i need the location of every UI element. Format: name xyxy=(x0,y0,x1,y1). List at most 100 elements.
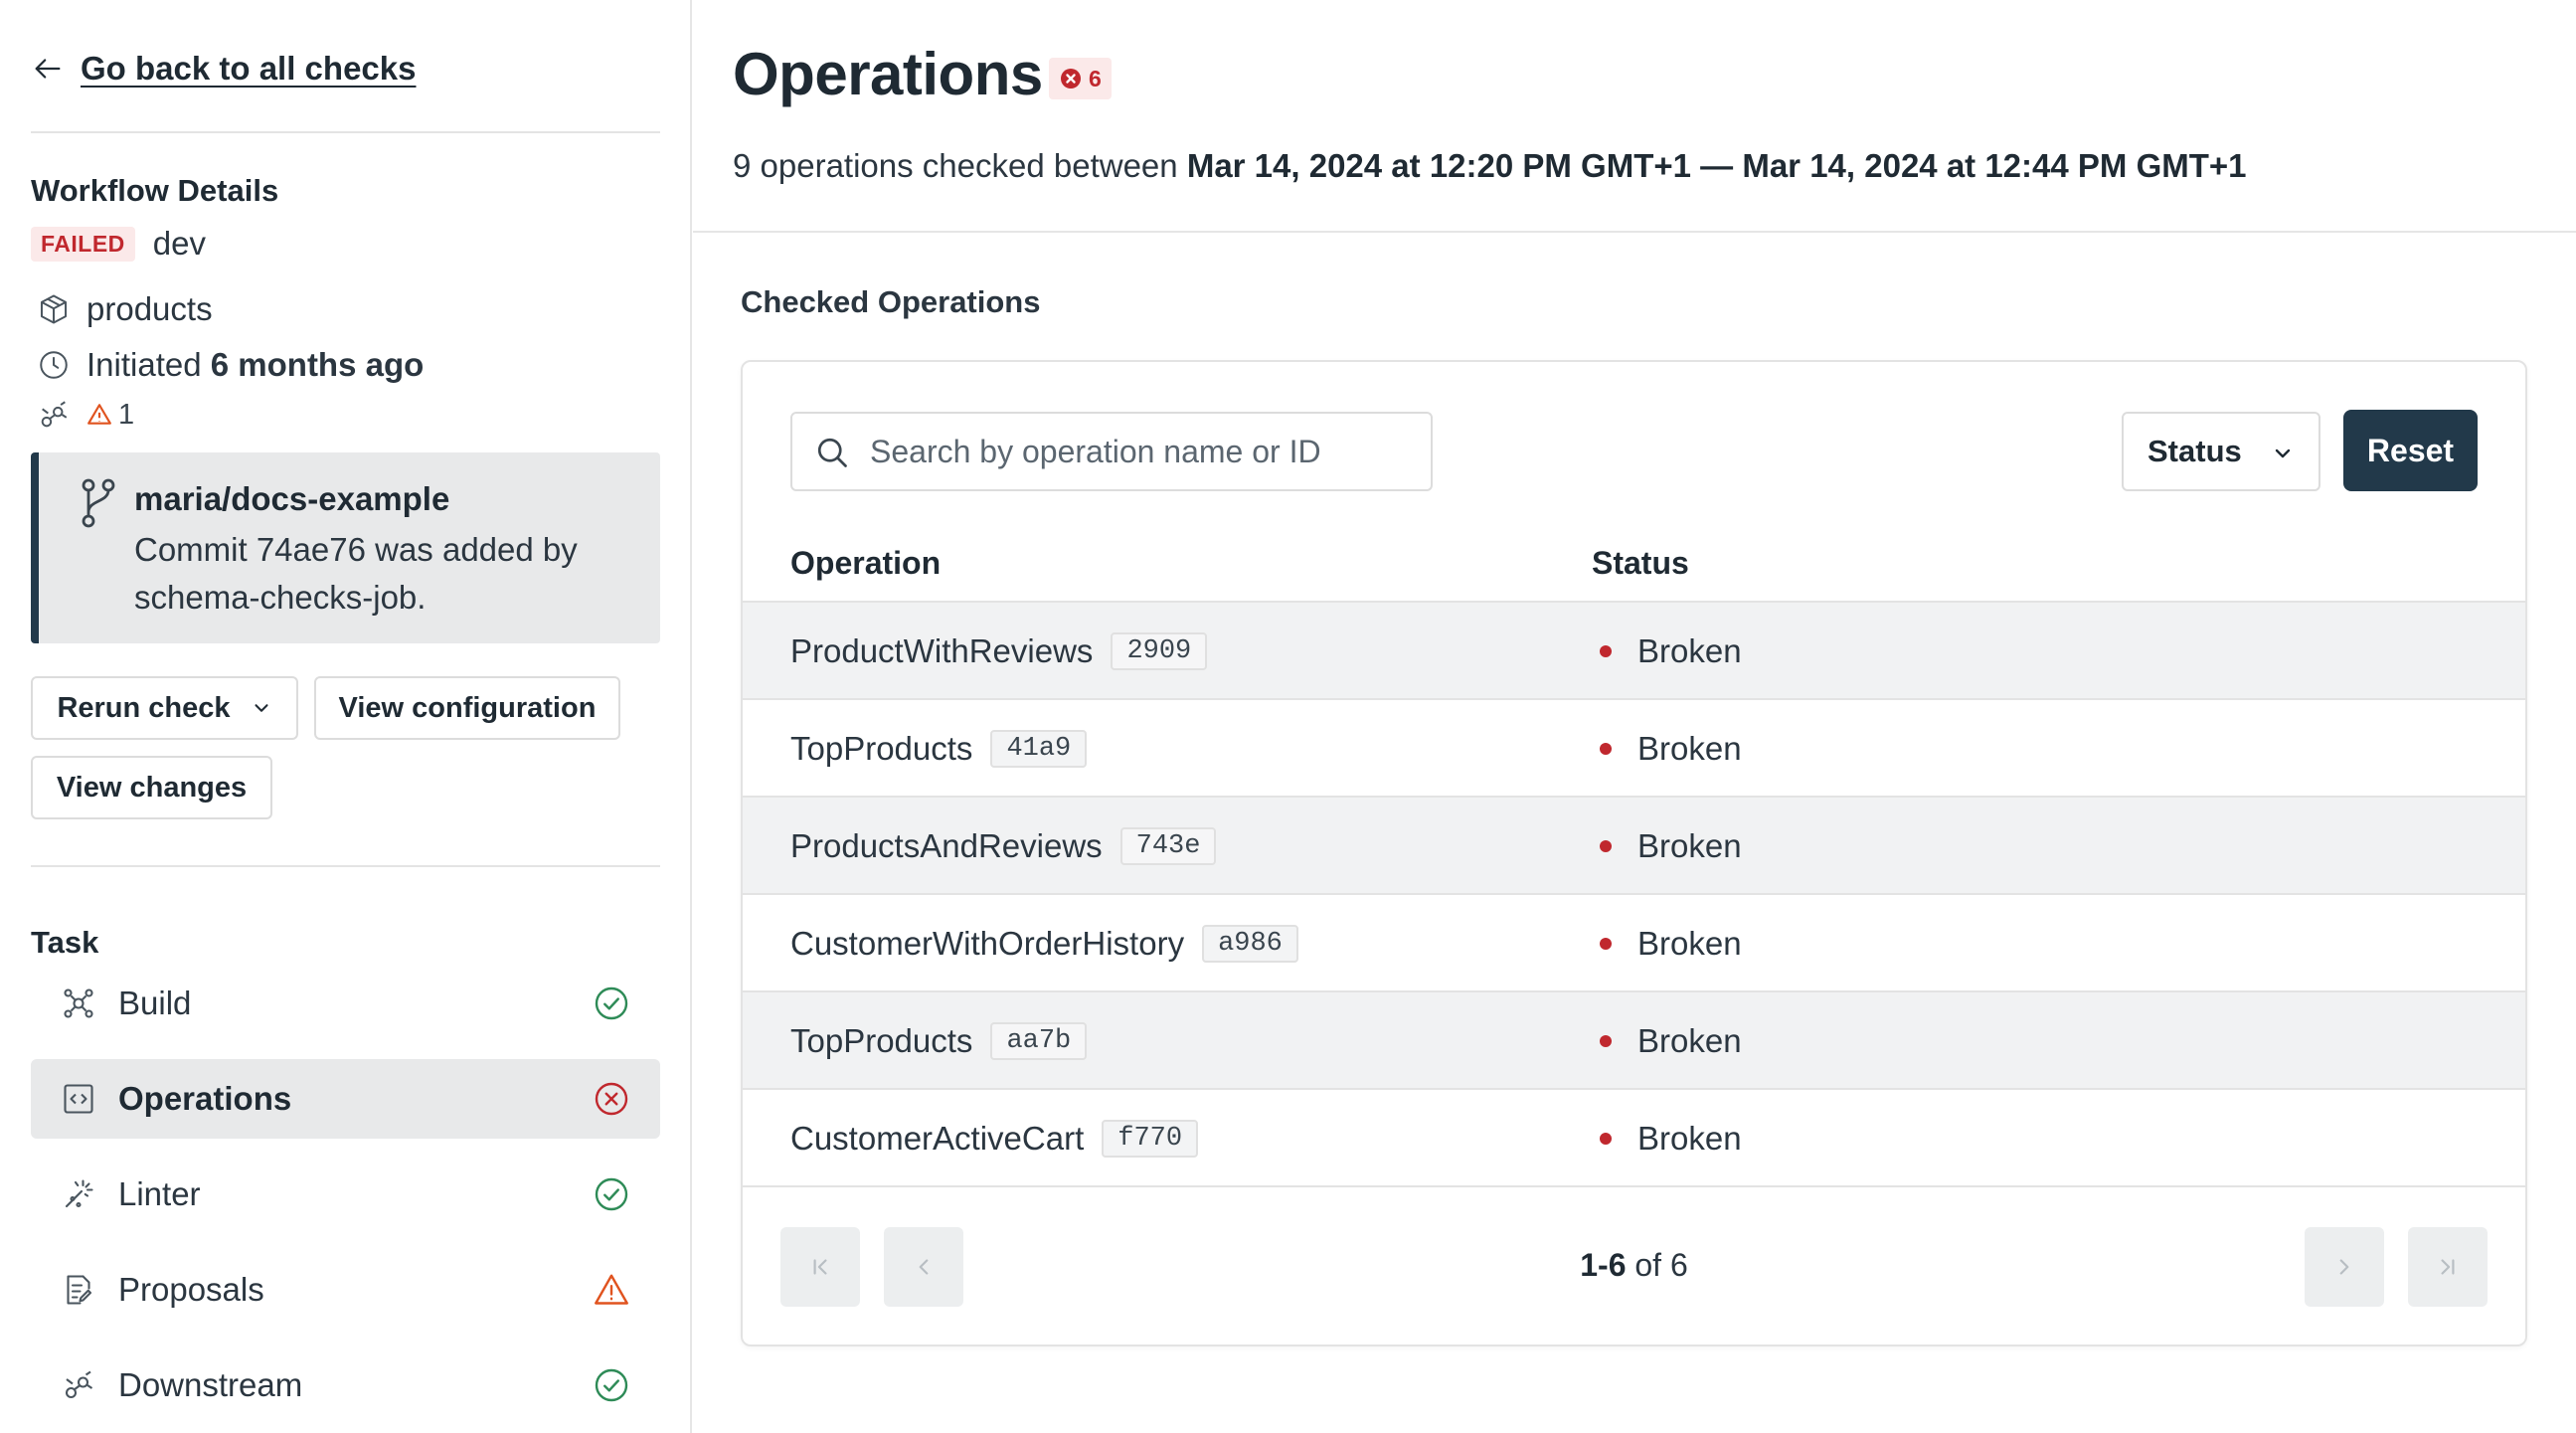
warning-icon xyxy=(595,1274,628,1305)
operations-summary: 9 operations checked between Mar 14, 202… xyxy=(733,147,2247,185)
range-separator: — xyxy=(1691,147,1743,184)
range-end: Mar 14, 2024 at 12:44 PM GMT+1 xyxy=(1742,147,2247,184)
divider xyxy=(743,1185,2525,1187)
status-dot xyxy=(1600,1035,1612,1047)
table-row[interactable]: CustomerActiveCart f770 Broken xyxy=(743,1088,2525,1185)
summary-prefix: 9 operations checked between xyxy=(733,147,1178,184)
status-dot xyxy=(1600,1133,1612,1145)
task-label: Linter xyxy=(118,1175,201,1212)
status-dot xyxy=(1600,840,1612,852)
operation-name: CustomerWithOrderHistory xyxy=(790,925,1185,962)
operations-icon xyxy=(64,1084,93,1114)
table-row[interactable]: CustomerWithOrderHistory a986 Broken xyxy=(743,893,2525,990)
error-count: 6 xyxy=(1089,65,1102,91)
operation-name: ProductsAndReviews xyxy=(790,827,1103,864)
pagination-total: 6 xyxy=(1669,1247,1688,1283)
operations-table: ProductWithReviews 2909 Broken TopProduct… xyxy=(743,601,2525,1187)
status-filter-label: Status xyxy=(2147,434,2242,468)
commit-message: Commit 74ae76 was added by schema-checks… xyxy=(134,531,578,616)
reset-button[interactable]: Reset xyxy=(2343,410,2478,491)
search-input[interactable] xyxy=(870,414,1407,489)
operation-id: 41a9 xyxy=(990,730,1088,768)
chevron-right-icon xyxy=(2339,1259,2349,1275)
task-label: Downstream xyxy=(118,1366,303,1403)
previous-page-button[interactable] xyxy=(884,1227,963,1307)
task-linter[interactable]: Linter xyxy=(31,1155,660,1234)
range-start: Mar 14, 2024 at 12:20 PM GMT+1 xyxy=(1186,147,1691,184)
task-operations[interactable]: Operations xyxy=(31,1059,660,1139)
status-filter-dropdown[interactable]: Status xyxy=(2122,412,2320,491)
rerun-check-label: Rerun check xyxy=(57,691,231,724)
operation-status: Broken xyxy=(1637,925,1742,962)
chevron-down-icon xyxy=(2275,448,2291,458)
operations-panel: Status Reset Operation Status ProductWit… xyxy=(741,360,2527,1346)
column-header-status: Status xyxy=(1592,545,1689,581)
linter-icon xyxy=(65,1179,93,1208)
check-circle-icon xyxy=(595,1177,628,1211)
status-dot xyxy=(1600,743,1612,755)
operation-id: aa7b xyxy=(990,1022,1088,1060)
initiated-time: 6 months ago xyxy=(210,346,425,383)
initiated-row: Initiated 6 months ago xyxy=(37,346,424,384)
last-page-button[interactable] xyxy=(2408,1227,2488,1307)
divider xyxy=(31,131,660,133)
task-downstream[interactable]: Downstream xyxy=(31,1345,660,1425)
pagination-range: 1-6 xyxy=(1580,1247,1627,1283)
next-page-button[interactable] xyxy=(2305,1227,2384,1307)
chevron-down-icon xyxy=(255,704,268,712)
task-label: Proposals xyxy=(118,1271,264,1308)
section-title: Checked Operations xyxy=(741,284,1041,319)
column-header-operation: Operation xyxy=(790,545,942,581)
operation-id: 2909 xyxy=(1111,632,1208,670)
warnings-row: 1 xyxy=(37,398,134,432)
view-changes-button[interactable]: View changes xyxy=(31,756,272,819)
operation-name: CustomerActiveCart xyxy=(790,1120,1085,1157)
environment-name: dev xyxy=(152,225,206,262)
table-row[interactable]: TopProducts aa7b Broken xyxy=(743,990,2525,1088)
package-icon xyxy=(40,294,68,324)
clock-icon xyxy=(40,351,68,379)
status-dot xyxy=(1600,938,1612,950)
divider xyxy=(31,865,660,867)
product-row: products xyxy=(37,290,213,328)
operation-status: Broken xyxy=(1637,1120,1742,1157)
operation-id: a986 xyxy=(1202,925,1298,963)
x-circle-icon xyxy=(1061,69,1081,89)
proposals-icon xyxy=(67,1275,92,1305)
downstream-icon xyxy=(65,1370,93,1399)
search-icon xyxy=(817,438,847,467)
task-build[interactable]: Build xyxy=(31,964,660,1043)
table-row[interactable]: TopProducts 41a9 Broken xyxy=(743,698,2525,796)
workflow-status-row: FAILED dev xyxy=(31,225,206,263)
task-title: Task xyxy=(31,925,99,960)
status-badge: FAILED xyxy=(31,226,135,262)
product-name: products xyxy=(86,290,213,327)
rerun-check-button[interactable]: Rerun check xyxy=(31,676,298,740)
git-branch-icon xyxy=(82,478,115,528)
check-circle-icon xyxy=(595,986,628,1020)
first-page-button[interactable] xyxy=(780,1227,860,1307)
search-field[interactable] xyxy=(790,412,1433,491)
check-circle-icon xyxy=(595,1368,628,1402)
initiated-label: Initiated xyxy=(86,346,202,383)
operation-name: TopProducts xyxy=(790,1022,973,1059)
downstream-icon xyxy=(41,401,68,428)
pagination-of: of xyxy=(1634,1247,1662,1283)
chevron-left-icon xyxy=(919,1259,929,1275)
warning-count: 1 xyxy=(86,399,134,432)
table-row[interactable]: ProductWithReviews 2909 Broken xyxy=(743,601,2525,698)
task-proposals[interactable]: Proposals xyxy=(31,1250,660,1330)
arrow-left-icon xyxy=(35,59,61,79)
sidebar: Go back to all checks Workflow Details F… xyxy=(0,0,692,1433)
view-configuration-button[interactable]: View configuration xyxy=(314,676,620,740)
status-dot xyxy=(1600,645,1612,657)
task-label: Operations xyxy=(118,1080,292,1117)
chevrons-first-icon xyxy=(813,1259,827,1275)
back-link-label: Go back to all checks xyxy=(81,50,417,87)
operation-id: f770 xyxy=(1102,1120,1199,1158)
operation-status: Broken xyxy=(1637,1022,1742,1059)
table-row[interactable]: ProductsAndReviews 743e Broken xyxy=(743,796,2525,893)
operation-id: 743e xyxy=(1119,827,1217,865)
page-title: Operations xyxy=(733,41,1043,107)
back-link[interactable]: Go back to all checks xyxy=(31,50,416,88)
